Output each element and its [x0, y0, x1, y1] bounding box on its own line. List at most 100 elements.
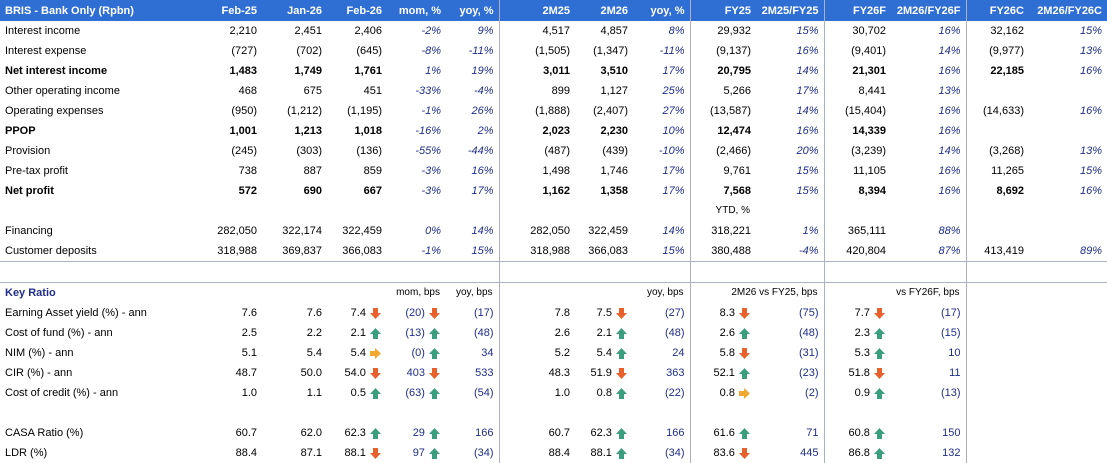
- table-row: Interest expense (727) (702) (645) -8% -11% (1…: [0, 41, 1107, 61]
- row-value: 1,162: [498, 181, 575, 201]
- arrow-up-icon: [870, 387, 888, 399]
- row-label: Cost of fund (%) - ann: [5, 327, 113, 339]
- row-value: 15%: [633, 241, 690, 262]
- ratio-value-with-arrow: 5.4: [327, 343, 387, 363]
- row-value: 29,932: [689, 21, 756, 41]
- row-value: 413,419: [965, 241, 1029, 262]
- yoy-bps-2m-label: yoy, bps: [633, 282, 690, 303]
- row-value: 22,185: [965, 61, 1029, 81]
- row-value: 365,111: [823, 221, 891, 241]
- row-value: 8,692: [965, 181, 1029, 201]
- row-value: (727): [231, 45, 257, 57]
- ratio-value: 2.1: [350, 327, 366, 339]
- row-value: (950): [231, 105, 257, 117]
- ratio-value-with-arrow: 2.1: [575, 323, 633, 343]
- arrow-up-icon: [870, 427, 888, 439]
- column-header: Feb-26: [327, 0, 387, 21]
- ratio-bps: (48): [798, 327, 819, 339]
- row-value: 0%: [425, 225, 441, 237]
- row-value: 16%: [1079, 185, 1102, 197]
- arrow-up-icon: [366, 427, 384, 439]
- row-value: 380,488: [689, 241, 756, 262]
- ratio-bps: 166: [475, 427, 494, 439]
- row-value: 17%: [662, 65, 685, 77]
- row-value: 369,837: [262, 241, 327, 262]
- row-value: (303): [296, 145, 322, 157]
- ratio-value: 5.4: [306, 347, 322, 359]
- row-value: 16%: [796, 45, 819, 57]
- arrow-up-icon: [870, 327, 888, 339]
- ratio-row: CASA Ratio (%) 60.7 62.0 62.3 29 166 60.7 62.…: [0, 423, 1107, 443]
- row-value: 17%: [662, 165, 685, 177]
- row-label: Provision: [5, 145, 51, 157]
- arrow-up-icon: [870, 347, 888, 359]
- row-value: 14%: [471, 225, 494, 237]
- ratio-bps: (23): [798, 367, 819, 379]
- row-value: (439): [602, 145, 628, 157]
- row-value: -4%: [756, 241, 824, 262]
- column-header: Feb-25: [203, 0, 262, 21]
- row-label: Net interest income: [5, 65, 108, 77]
- ratio-value-with-arrow: 0.5: [327, 383, 387, 403]
- row-value: 1,358: [600, 185, 628, 197]
- row-label: PPOP: [5, 125, 36, 137]
- row-value: (245): [231, 145, 257, 157]
- row-value: -3%: [421, 165, 441, 177]
- ratio-value-with-arrow: (20): [387, 303, 446, 323]
- ratio-value: 7.7: [854, 307, 870, 319]
- arrow-side-icon: [366, 347, 384, 359]
- ratio-value: 5.3: [854, 347, 870, 359]
- ratio-bps: (54): [473, 387, 494, 399]
- empty-cell: [1029, 343, 1107, 363]
- ratio-bps: (31): [798, 347, 819, 359]
- mom-bps-label: mom, bps: [387, 282, 446, 303]
- empty-cell: [891, 262, 966, 283]
- row-value: [1029, 121, 1107, 141]
- ratio-value: 2.6: [498, 323, 575, 343]
- row-label: Pre-tax profit: [5, 165, 68, 177]
- ratio-value-with-arrow: 52.1: [689, 363, 756, 383]
- empty-cell: [823, 261, 891, 283]
- ratio-row: CIR (%) - ann 48.7 50.0 54.0 403 533 48.3 51.…: [0, 363, 1107, 383]
- arrow-up-icon: [735, 327, 753, 339]
- empty-cell: [203, 403, 262, 423]
- column-header: yoy, %: [446, 0, 499, 21]
- row-value: 11,105: [823, 161, 891, 181]
- row-value: -3%: [421, 185, 441, 197]
- empty-cell: [965, 261, 1029, 283]
- empty-cell: [327, 262, 387, 283]
- arrow-up-icon: [425, 447, 443, 459]
- ratio-value: 60.8: [848, 427, 870, 439]
- column-header: Jan-26: [262, 0, 327, 21]
- arrow-up-icon: [735, 427, 753, 439]
- empty-cell: [203, 262, 262, 283]
- row-value: [1029, 81, 1107, 101]
- row-value: (14,633): [965, 101, 1029, 121]
- ratio-row: Cost of credit (%) - ann 1.0 1.1 0.5 (63) (…: [0, 383, 1107, 403]
- ratio-value: 0.8: [596, 387, 612, 399]
- row-value: 15%: [446, 241, 499, 262]
- ratio-value-with-arrow: 5.8: [689, 343, 756, 363]
- ratio-value: 48.3: [498, 363, 575, 383]
- ratio-value: 52.1: [713, 367, 735, 379]
- row-value: (2,407): [593, 105, 628, 117]
- empty-cell: [756, 201, 824, 221]
- ratio-value: 48.7: [235, 367, 257, 379]
- row-value: 318,221: [689, 221, 756, 241]
- ratio-value-with-arrow: 5.3: [823, 343, 891, 363]
- row-label: Interest expense: [5, 45, 87, 57]
- row-label: CASA Ratio (%): [5, 427, 84, 439]
- row-label: Earning Asset yield (%) - ann: [5, 307, 147, 319]
- row-value: 282,050: [498, 221, 575, 241]
- ratio-value: 2.6: [719, 327, 735, 339]
- row-value: 1,001: [229, 125, 257, 137]
- ratio-value: 29: [412, 427, 425, 439]
- key-ratio-title: Key Ratio: [0, 282, 203, 303]
- ratio-value: 60.7: [498, 423, 575, 443]
- row-value: 19%: [471, 65, 494, 77]
- empty-cell: [262, 201, 327, 221]
- row-value: 15%: [1079, 165, 1102, 177]
- arrow-down-icon: [366, 367, 384, 379]
- arrow-down-icon: [735, 447, 753, 459]
- ratio-value: 88.1: [344, 447, 366, 459]
